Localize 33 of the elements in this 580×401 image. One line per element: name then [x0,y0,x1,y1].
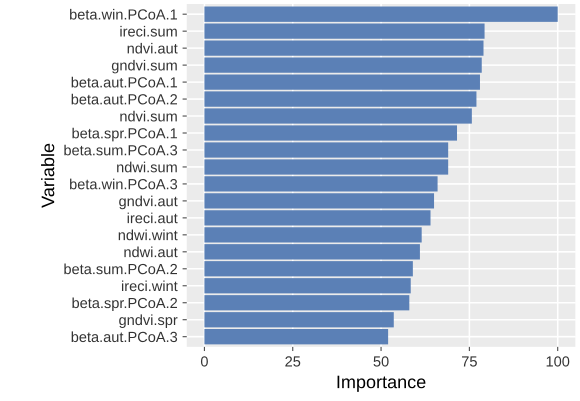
y-axis-title: Variable [41,144,54,208]
y-tick-label: beta.win.PCoA.1 [70,8,178,20]
y-tick-label: ndwi.sum [117,162,177,172]
y-tick-label: ireci.wint [122,280,178,292]
x-tick-label: 75 [462,356,477,367]
y-tick-label: beta.spr.PCoA.2 [72,297,178,312]
y-tick-label: beta.aut.PCoA.1 [72,76,178,88]
y-tick-label: ndvi.aut [128,42,178,54]
bar [204,125,458,141]
bar [204,176,438,192]
x-tick-label: 50 [374,356,389,367]
y-tick-label: beta.aut.PCoA.3 [72,331,178,342]
y-tick-label: ndwi.wint [118,230,178,240]
y-tick-label: beta.win.PCoA.3 [70,178,178,190]
y-tick-label: ireci.aut [128,212,178,224]
y-tick-label: beta.sum.PCoA.2 [64,264,178,274]
y-tick-label: ndvi.sum [120,110,177,122]
y-tick-label: beta.spr.PCoA.1 [72,128,178,142]
bar [204,142,448,158]
y-tick-label: beta.aut.PCoA.2 [72,94,178,104]
y-tick-label: gndvi.aut [119,196,178,210]
bar [204,108,472,124]
y-tick-label: ireci.sum [120,26,177,37]
y-tick-label: gndvi.sum [112,60,177,74]
y-tick-label: beta.sum.PCoA.3 [64,144,178,156]
x-tick-label: 100 [546,356,570,367]
bar [204,91,476,107]
x-tick-label: 25 [285,356,300,367]
x-axis-title: Importance [338,376,426,392]
bar [204,159,448,175]
y-tick-label: gndvi.spr [119,314,178,328]
x-tick-label: 0 [200,356,208,367]
y-tick-label: ndwi.aut [124,246,178,258]
